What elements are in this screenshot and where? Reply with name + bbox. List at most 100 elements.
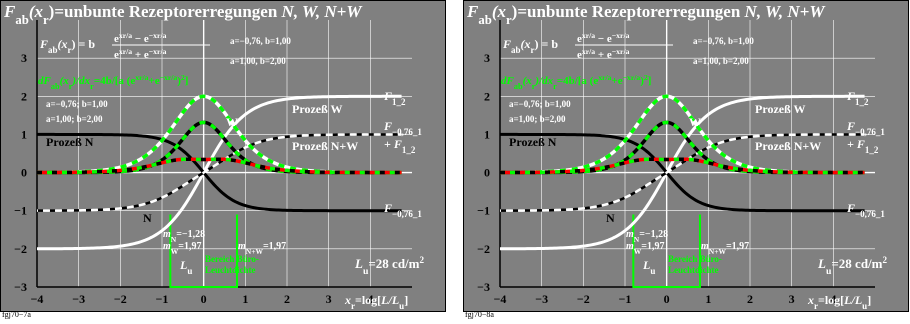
- label-mnw: mN+W=1,97: [701, 241, 749, 256]
- label-prozess-nw: Prozeß N+W: [755, 139, 821, 153]
- bureau-range-bracket: [632, 214, 701, 288]
- label-w: W: [226, 115, 238, 129]
- label-lu-value: Lu=28 cd/m2: [817, 255, 888, 277]
- x-axis-label: xr=log[L/Lu]: [344, 293, 408, 311]
- right-label-f076: F−0,76_1: [846, 201, 885, 219]
- params-right-2: a=1,00, b=2,00: [693, 56, 749, 66]
- label-mw: mW=1,97: [626, 241, 664, 256]
- y-tick-label: 1: [484, 127, 490, 141]
- derivative-formula: dFab(xr)/dxr=4b/[a (exr/a+e−xr/a)2]: [501, 73, 651, 91]
- right-label-plus-f12: + F1_2: [847, 137, 879, 155]
- x-tick-label: −2: [114, 292, 127, 306]
- series-dF-sum-dash1: [37, 157, 402, 175]
- formula-denominator: exr/a + e−xr/a: [577, 47, 630, 62]
- series-Fab-a1-b2: [36, 94, 402, 251]
- chart-panel-left: −4 −3 −2 −1 0 1 2 3 4 −3 −2 −1 0 1 2 3 Fab(xr)=unbunte R…: [0, 0, 446, 312]
- y-tick-label: −2: [14, 242, 27, 256]
- right-label-f12: F1_2: [846, 89, 869, 107]
- x-tick-label: 3: [789, 292, 795, 306]
- params-left-2: a=1,00; b=2,00: [509, 114, 566, 124]
- label-n: N: [606, 211, 615, 225]
- label-prozess-n: Prozeß N: [46, 135, 94, 149]
- series-Fab-a1-b2: [499, 94, 865, 251]
- label-bereich-1: Bereich Büro-: [668, 254, 722, 264]
- y-tick-label: 3: [21, 51, 27, 65]
- right-label-f076-sum: F−0,76_1: [383, 119, 422, 137]
- x-tick-label: 1: [242, 292, 248, 306]
- params-right-2: a=1,00, b=2,00: [230, 56, 286, 66]
- label-n: N: [143, 211, 152, 225]
- x-tick-label: 2: [747, 292, 753, 306]
- label-mnw: mN+W=1,97: [238, 241, 286, 256]
- derivative-formula: dFab(xr)/dxr=4b/[a (exr/a+e−xr/a)2]: [38, 73, 188, 91]
- params-left-1: a=−0,76; b=1,00: [46, 99, 108, 109]
- x-tick-label: −1: [619, 292, 632, 306]
- y-tick-label: −3: [477, 280, 490, 294]
- x-tick-label: 1: [705, 292, 711, 306]
- y-tick-label: −1: [477, 204, 490, 218]
- x-tick-label: −1: [156, 292, 169, 306]
- series-Fab-am076-b1: [37, 132, 402, 213]
- label-bereich-2: Leuchtdichte: [668, 265, 719, 275]
- x-tick-label: −2: [577, 292, 590, 306]
- y-tick-label: −2: [477, 242, 490, 256]
- x-tick-label: 2: [284, 292, 290, 306]
- params-right-1: a=−0,76, b=1,00: [230, 36, 291, 46]
- chart-svg-left: −4 −3 −2 −1 0 1 2 3 4 −3 −2 −1 0 1 2 3 Fab(xr)=unbunte R…: [0, 0, 446, 312]
- footer-right: fgj70−8a: [465, 310, 494, 319]
- x-axis-label: xr=log[L/Lu]: [807, 293, 871, 311]
- y-tick-label: −1: [14, 204, 27, 218]
- params-left-2: a=1,00; b=2,00: [46, 114, 103, 124]
- x-tick-label: 4: [367, 292, 373, 306]
- label-prozess-nw: Prozeß N+W: [292, 139, 358, 153]
- params-left-1: a=−0,76; b=1,00: [509, 99, 571, 109]
- x-tick-label: 3: [326, 292, 332, 306]
- x-tick-label: 0: [664, 292, 670, 306]
- plot-background: [463, 0, 909, 312]
- label-bereich-1: Bereich Büro-: [205, 254, 259, 264]
- series-sum-overlay: [499, 133, 865, 212]
- y-tick-label: 3: [484, 51, 490, 65]
- x-tick-label: −3: [535, 292, 548, 306]
- x-tick-label: −4: [494, 292, 507, 306]
- right-label-f076: F−0,76_1: [383, 201, 422, 219]
- series-dF-sum-dash1: [500, 157, 865, 175]
- x-tick-label: −4: [31, 292, 44, 306]
- label-lu: Lu: [179, 258, 192, 276]
- label-lu: Lu: [642, 258, 655, 276]
- formula-lhs: Fab(xr) = b: [502, 37, 558, 55]
- y-tick-label: 0: [484, 166, 490, 180]
- footer-left: fgj70−7a: [2, 310, 31, 319]
- chart-panel-right: −4 −3 −2 −1 0 1 2 3 4 −3 −2 −1 0 1 2 3 Fab(xr)=unbunte R…: [463, 0, 909, 312]
- chart-svg-right: −4 −3 −2 −1 0 1 2 3 4 −3 −2 −1 0 1 2 3 Fab(xr)=unbunte R…: [463, 0, 909, 312]
- bureau-range-bracket: [169, 214, 238, 288]
- label-mn: mN=−1,28: [163, 229, 205, 244]
- right-label-f12: F1_2: [383, 89, 406, 107]
- chart-title: Fab(xr)=unbunte Rezeptorerregungen N, W,…: [466, 2, 826, 27]
- label-bereich-2: Leuchtdichte: [205, 265, 256, 275]
- y-tick-label: 2: [21, 89, 27, 103]
- label-prozess-w: Prozeß W: [755, 102, 806, 116]
- label-lu-value: Lu=28 cd/m2: [354, 255, 425, 277]
- series-Fab-am076-b1: [500, 132, 865, 213]
- y-tick-label: −3: [14, 280, 27, 294]
- label-w: W: [689, 115, 701, 129]
- formula-numerator: exr/a − e−xr/a: [577, 31, 630, 46]
- formula-lhs: Fab(xr) = b: [39, 37, 95, 55]
- x-tick-label: 4: [830, 292, 836, 306]
- x-tick-label: 0: [201, 292, 207, 306]
- series-sum-overlay: [36, 133, 402, 212]
- right-label-f076-sum: F−0,76_1: [846, 119, 885, 137]
- params-right-1: a=−0,76, b=1,00: [693, 36, 754, 46]
- chart-title: Fab(xr)=unbunte Rezeptorerregungen N, W,…: [3, 2, 363, 27]
- label-prozess-n: Prozeß N: [509, 135, 557, 149]
- x-tick-label: −3: [72, 292, 85, 306]
- y-tick-label: 1: [21, 127, 27, 141]
- label-mw: mW=1,97: [163, 241, 201, 256]
- right-label-plus-f12: + F1_2: [384, 137, 416, 155]
- y-tick-label: 0: [21, 166, 27, 180]
- formula-numerator: exr/a − e−xr/a: [114, 31, 167, 46]
- plot-background: [0, 0, 446, 312]
- formula-denominator: exr/a + e−xr/a: [114, 47, 167, 62]
- y-tick-label: 2: [484, 89, 490, 103]
